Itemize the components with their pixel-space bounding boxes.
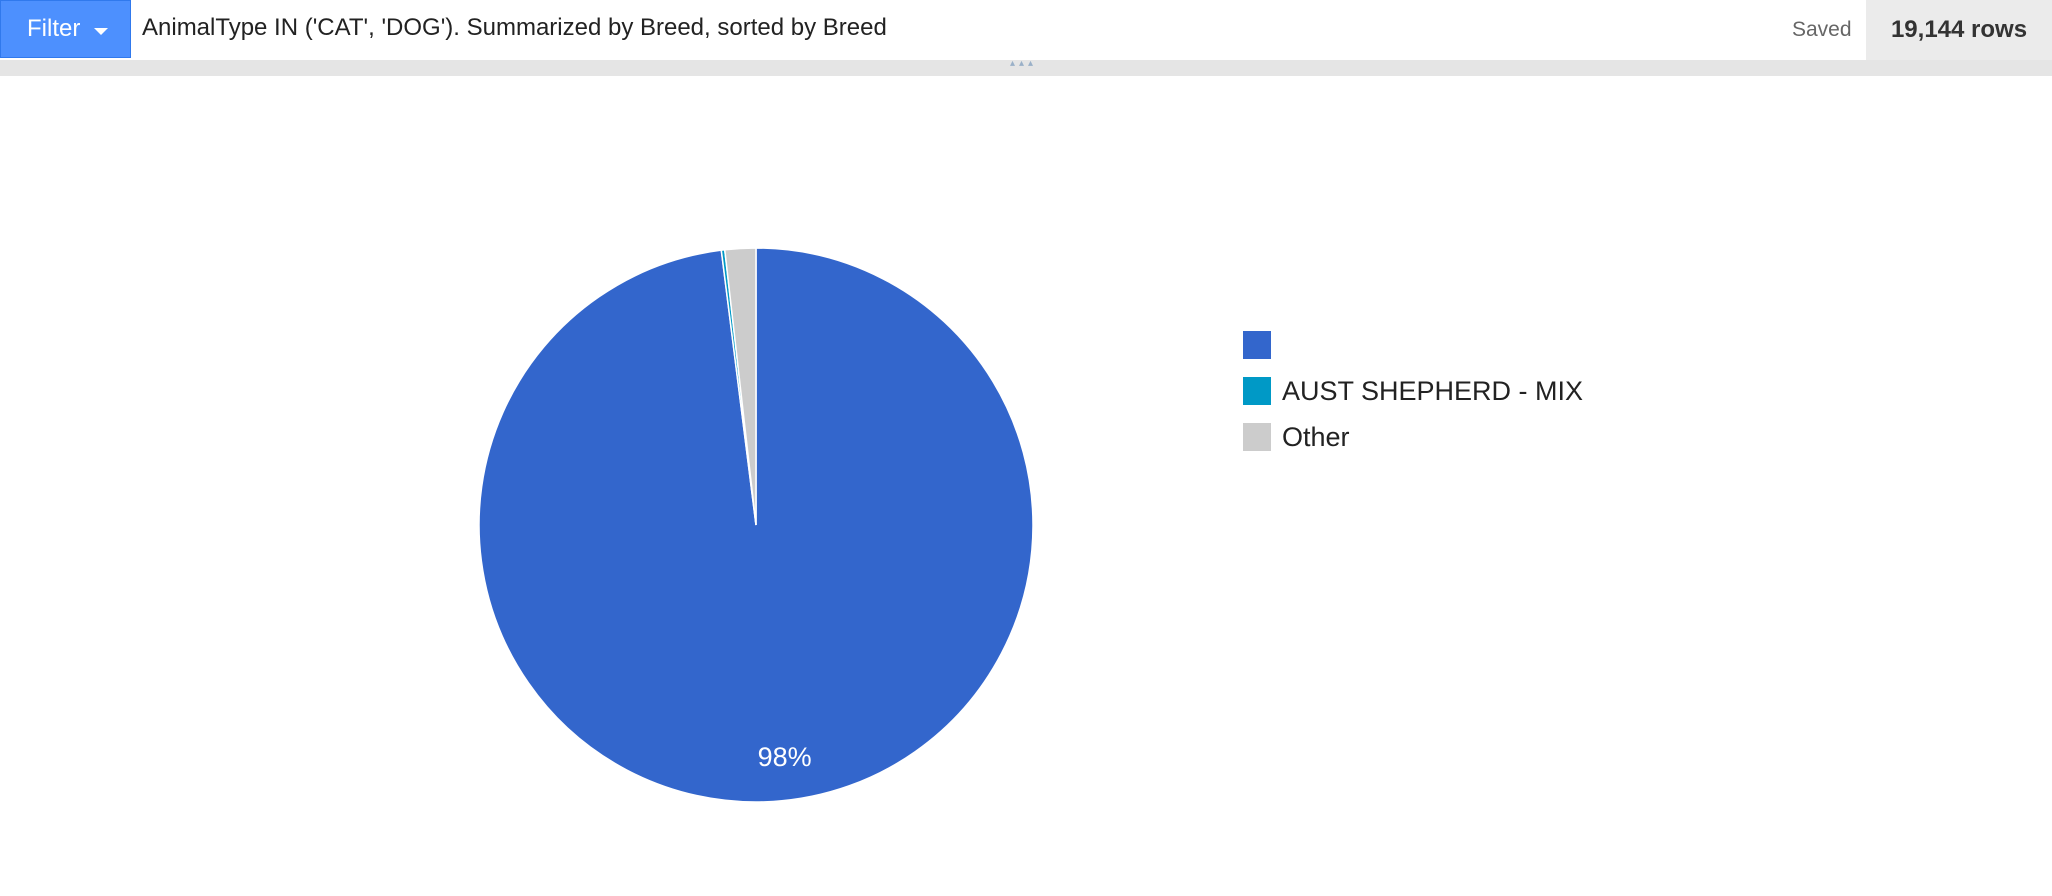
legend-item[interactable]: AUST SHEPHERD - MIX xyxy=(1243,368,1583,414)
legend-swatch xyxy=(1243,377,1271,405)
legend-swatch xyxy=(1243,423,1271,451)
legend-item[interactable] xyxy=(1243,322,1583,368)
pie-slice-other[interactable] xyxy=(723,247,757,526)
toolbar: Filter AnimalType IN ('CAT', 'DOG'). Sum… xyxy=(0,0,2052,61)
drag-handle-icon[interactable]: ▴▴▴ xyxy=(1010,58,1038,69)
legend-swatch xyxy=(1243,331,1271,359)
chart-legend: AUST SHEPHERD - MIX Other xyxy=(1243,322,1583,460)
saved-status: Saved xyxy=(1792,18,1852,41)
pie-chart: 98% xyxy=(478,247,1034,803)
filter-button[interactable]: Filter xyxy=(0,0,131,58)
filter-button-label: Filter xyxy=(27,15,81,42)
legend-item[interactable]: Other xyxy=(1243,414,1583,460)
pie-slice-data-label: 98% xyxy=(758,742,812,772)
chart-area: 98% AUST SHEPHERD - MIX Other xyxy=(0,76,2052,896)
splitter-bar[interactable]: ▴▴▴ xyxy=(0,58,2052,76)
chevron-down-icon xyxy=(94,27,109,35)
filter-description[interactable]: AnimalType IN ('CAT', 'DOG'). Summarized… xyxy=(142,14,887,41)
legend-label: AUST SHEPHERD - MIX xyxy=(1282,375,1584,406)
legend-label: Other xyxy=(1282,421,1350,452)
row-count: 19,144 rows xyxy=(1866,0,2052,60)
